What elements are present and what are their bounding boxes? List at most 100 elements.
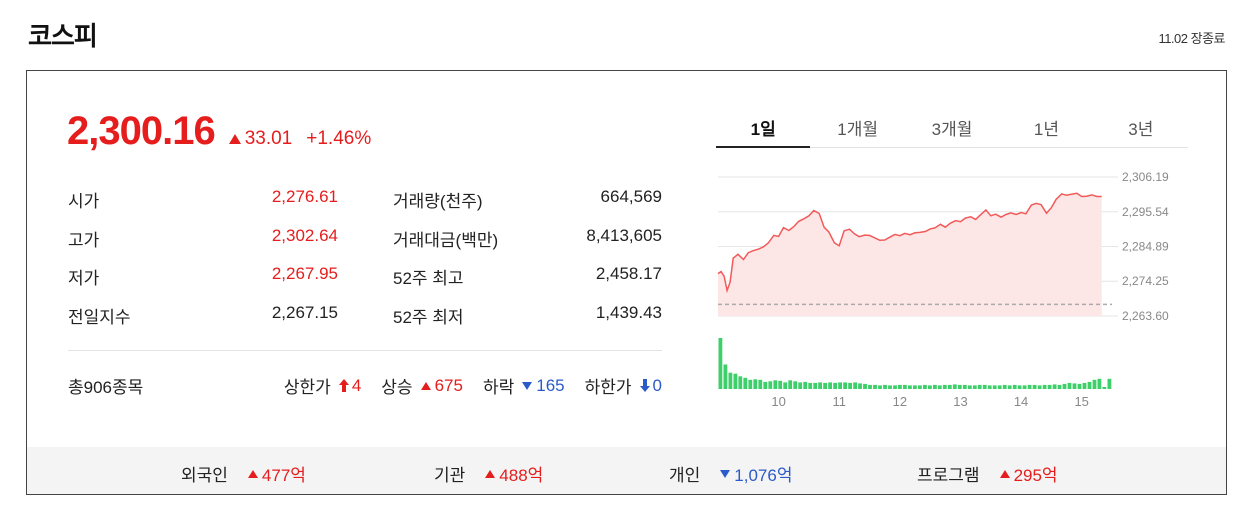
volume-bar [793, 381, 798, 389]
investor-label: 외국인 [181, 466, 228, 485]
change-percent: +1.46% [306, 128, 372, 149]
lower-limit-arrow-icon [639, 379, 650, 392]
volume-bar [942, 384, 947, 389]
volume-bar [833, 382, 837, 389]
volume-bar [718, 338, 723, 389]
volume-bar [743, 377, 748, 389]
volume-bar [888, 385, 892, 389]
stat-value: 2,267.95 [271, 264, 338, 283]
volume-bar [813, 382, 818, 389]
volume-bar [1007, 385, 1012, 389]
stat-value: 664,569 [600, 187, 662, 206]
volume-bar [738, 376, 743, 390]
volume-bar [773, 380, 778, 389]
volume-bar [972, 385, 977, 389]
tab-3-month[interactable]: 3개월 [931, 120, 973, 139]
stat-label: 52주 최고 [393, 269, 464, 288]
investor-foreign: 외국인 477억 [181, 461, 306, 486]
price-change: 33.01 +1.46% [228, 128, 372, 150]
volume-bar [1027, 384, 1032, 389]
stat-value: 2,458.17 [595, 264, 662, 283]
tab-3-year[interactable]: 3년 [1128, 120, 1154, 139]
up-triangle-icon [485, 469, 496, 478]
breadth-items: 상한가 4 상승 675 하락 165 하한가 0 [264, 373, 662, 398]
volume-bar [883, 384, 887, 389]
rise-label: 상승 [381, 378, 413, 397]
investor-value: 295억 [1013, 466, 1058, 485]
page-title: 코스피 [28, 21, 98, 51]
lower-limit-label: 하한가 [584, 378, 632, 397]
up-triangle-icon [247, 469, 258, 478]
volume-bar [933, 384, 937, 389]
investor-institution: 기관 488억 [434, 461, 543, 486]
volume-bar [937, 385, 942, 389]
stat-label: 52주 최저 [393, 307, 464, 327]
volume-bar [962, 384, 967, 389]
volume-bar [1032, 384, 1037, 389]
volume-bar [873, 384, 877, 389]
volume-bar [923, 384, 927, 389]
tab-1-day[interactable]: 1일 [716, 111, 811, 148]
volume-bar [1017, 385, 1022, 389]
volume-bar [1082, 382, 1087, 389]
volume-bar [1042, 384, 1047, 389]
x-tick-label: 14 [1014, 394, 1028, 409]
volume-bar [898, 384, 902, 389]
upper-limit-arrow-icon [338, 379, 349, 392]
tab-1-year[interactable]: 1년 [1033, 120, 1059, 139]
intraday-chart: 2,306.19 2,295.54 2,284.89 2,274.25 2,263.60… [717, 170, 1169, 409]
volume-bar [977, 384, 982, 389]
volume-bar [1097, 378, 1102, 389]
volume-bar [992, 385, 997, 389]
divider [68, 350, 662, 351]
y-tick-label: 2,263.60 [1122, 309, 1169, 323]
volume-bar [1087, 381, 1092, 389]
volume-bar [1092, 379, 1097, 389]
lower-limit: 하한가 0 [585, 373, 662, 398]
volume-bar [808, 382, 813, 389]
volume-bar [853, 382, 857, 389]
down-triangle-icon [522, 381, 533, 390]
stat-row: 저가 2,267.95 52주 최고 2,458.17 [68, 264, 662, 303]
tab-1-month[interactable]: 1개월 [837, 120, 878, 139]
volume-bar [913, 385, 917, 389]
down-triangle-icon [720, 469, 731, 478]
x-tick-label: 11 [832, 394, 846, 409]
volume-bar [967, 385, 972, 389]
volume-bar [768, 381, 773, 389]
fall: 하락 165 [483, 373, 565, 398]
stat-value: 2,276.61 [271, 187, 338, 206]
stat-row: 전일지수 2,267.15 52주 최저 1,439.43 [68, 303, 662, 342]
investor-label: 기관 [434, 466, 466, 485]
upper-limit-label: 상한가 [283, 378, 331, 397]
x-tick-label: 10 [771, 394, 785, 409]
volume-bar [778, 380, 783, 389]
volume-bar [763, 381, 768, 389]
fall-count: 165 [536, 375, 565, 395]
total-stocks: 총906종목 [68, 378, 144, 397]
stat-value: 2,267.15 [271, 302, 338, 322]
rise: 상승 675 [381, 373, 463, 398]
volume-bar [947, 384, 952, 389]
y-tick-label: 2,284.89 [1122, 240, 1169, 254]
rise-count: 675 [434, 375, 463, 395]
stats-table: 시가 2,276.61 거래량(천주) 664,569 고가 2,302.64 … [68, 187, 662, 341]
up-triangle-icon [228, 134, 241, 144]
volume-bar [1052, 384, 1057, 389]
x-tick-label: 13 [953, 394, 967, 409]
y-tick-label: 2,295.54 [1122, 205, 1169, 219]
volume-bar [818, 382, 822, 389]
market-status: 11.02 장종료 [1158, 31, 1225, 46]
stat-row: 시가 2,276.61 거래량(천주) 664,569 [68, 187, 662, 226]
investor-flow: 외국인 477억 기관 488억 개인 1,076억 프로그램 295억 [27, 447, 1226, 494]
period-tabs: 1일 1개월 3개월 1년 3년 [716, 111, 1188, 148]
lower-limit-count: 0 [652, 375, 662, 395]
up-triangle-icon [420, 381, 431, 390]
investor-label: 프로그램 [917, 466, 980, 485]
volume-bar [748, 379, 753, 389]
y-tick-label: 2,274.25 [1122, 274, 1169, 288]
volume-bar [987, 385, 992, 389]
index-card: 2,300.16 33.01 +1.46% 시가 2,276.61 거래량(천주… [26, 70, 1227, 495]
volume-bar [982, 384, 987, 389]
volume-bar [1037, 385, 1042, 389]
